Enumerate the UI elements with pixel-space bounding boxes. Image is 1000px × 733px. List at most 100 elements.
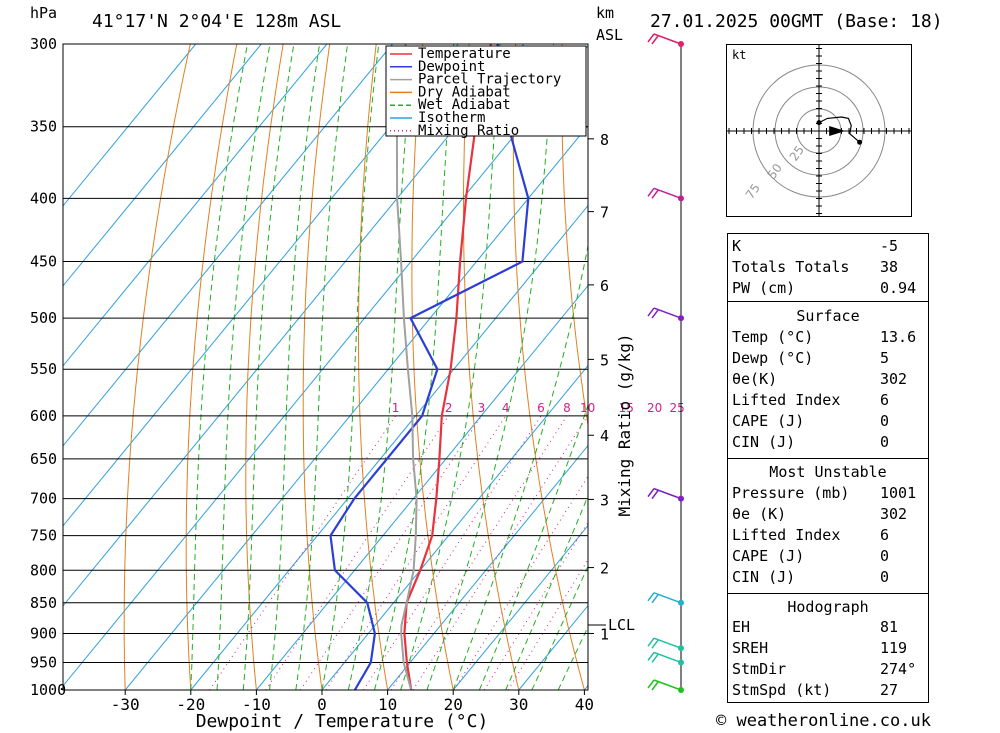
- mixing-ratio-label: 4: [502, 401, 510, 415]
- pressure-tick-label: 550: [30, 360, 57, 378]
- index-row-pw: PW (cm) 0.94: [728, 278, 928, 299]
- wind-barb: [647, 637, 682, 649]
- mu-row: CAPE (J) 0: [728, 546, 928, 567]
- mixing-ratio-label: 25: [669, 401, 684, 415]
- pressure-tick-label: 1000: [30, 681, 66, 699]
- wind-barb-column: [647, 33, 684, 693]
- mixing-ratio-line: [362, 415, 542, 690]
- index-value: 27: [880, 681, 899, 699]
- pressure-tick-label: 450: [30, 253, 57, 271]
- legend-label: Wet Adiabat: [418, 97, 511, 113]
- mu-row: Pressure (mb) 1001: [728, 483, 928, 504]
- mixing-ratio-axis-title: Mixing Ratio (g/kg): [615, 333, 634, 516]
- wet-adiabat-line: [452, 242, 588, 690]
- hodo-row: SREH 119: [728, 638, 928, 659]
- index-label: EH: [732, 618, 751, 636]
- index-value: 38: [880, 258, 899, 276]
- index-label: K: [732, 237, 742, 255]
- index-value: 0: [880, 433, 890, 451]
- hodo-trace: [818, 116, 860, 143]
- hodo-ring-label: 75: [743, 181, 763, 202]
- index-label: CIN (J): [732, 433, 796, 451]
- surface-title: Surface: [796, 307, 860, 325]
- legend-label: Mixing Ratio: [418, 123, 519, 139]
- x-tick-label: 0: [317, 695, 327, 714]
- hodo-row: StmSpd (kt) 27: [728, 680, 928, 701]
- dry-adiabat-line: [934, 44, 1000, 690]
- wet-adiabat-line: [374, 44, 455, 690]
- hodo-end-dot: [857, 139, 863, 145]
- x-tick-label: -20: [176, 695, 205, 714]
- mixing-ratio-label: 3: [478, 401, 486, 415]
- pressure-tick-label: 300: [30, 35, 57, 53]
- height-km-label: 7: [600, 204, 609, 222]
- wet-adiabat-line: [269, 44, 321, 690]
- copyright-link[interactable]: © weatheronline.co.uk: [716, 711, 931, 731]
- x-tick-label: 20: [444, 695, 463, 714]
- most-unstable-title: Most Unstable: [769, 463, 887, 481]
- isotherm-line: [452, 524, 588, 690]
- mixing-ratio-label: 8: [563, 401, 571, 415]
- lcl-label: LCL: [608, 616, 635, 634]
- index-label: CIN (J): [732, 568, 796, 586]
- wet-adiabat-line: [505, 494, 588, 690]
- mixing-ratio-label: 20: [647, 401, 662, 415]
- legend-label: Isotherm: [418, 110, 485, 126]
- mixing-ratio-label: 6: [537, 401, 545, 415]
- height-km-label: 6: [600, 277, 609, 295]
- index-value: 0: [880, 568, 890, 586]
- hodograph-unit: kt: [732, 48, 746, 62]
- index-label: Lifted Index: [732, 526, 841, 544]
- x-tick-label: 40: [575, 695, 594, 714]
- hodo-start-dot: [816, 120, 822, 126]
- index-box-surface: Surface Temp (°C) 13.6 Dewp (°C) 5 θe(K) 30…: [727, 301, 929, 460]
- index-value: 302: [880, 505, 908, 523]
- isotherm-line: [63, 44, 588, 687]
- pressure-tick-label: 600: [30, 407, 57, 425]
- isotherm-line: [63, 44, 525, 607]
- mixing-ratio-line: [453, 475, 588, 690]
- wind-barb: [647, 651, 682, 664]
- isotherm-line: [124, 124, 588, 690]
- index-value: 6: [880, 526, 890, 544]
- wind-barb: [647, 592, 682, 604]
- index-value: 274°: [880, 660, 917, 678]
- dry-adiabat-line: [512, 44, 585, 690]
- legend-label: Dry Adiabat: [418, 84, 511, 100]
- dry-adiabat-line: [245, 44, 284, 690]
- legend-label: Temperature: [418, 46, 511, 62]
- index-label: θe(K): [732, 370, 778, 388]
- x-tick-label: -30: [111, 695, 140, 714]
- index-value: 0: [880, 547, 890, 565]
- legend-label: Dewpoint: [418, 59, 485, 75]
- index-label: SREH: [732, 639, 769, 657]
- dry-adiabat-line: [302, 44, 331, 690]
- index-value: -5: [880, 237, 899, 255]
- index-box-general: K -5 Totals Totals 38 PW (cm) 0.94: [727, 233, 929, 303]
- index-label: CAPE (J): [732, 547, 805, 565]
- km-label: km: [596, 4, 615, 22]
- hodo-ring-label: 25: [787, 143, 807, 164]
- wet-adiabat-line: [216, 44, 271, 690]
- index-label: CAPE (J): [732, 412, 805, 430]
- wind-barb: [647, 487, 682, 500]
- x-tick-label: 30: [509, 695, 528, 714]
- pressure-tick-label: 750: [30, 527, 57, 545]
- height-km-label: 2: [600, 560, 609, 578]
- index-box-most-unstable: Most Unstable Pressure (mb) 1001 θe (K) 30…: [727, 458, 929, 595]
- x-tick-label: -10: [242, 695, 271, 714]
- index-value: 1001: [880, 484, 917, 502]
- surface-row: CIN (J) 0: [728, 432, 928, 453]
- index-label: Temp (°C): [732, 328, 814, 346]
- mixing-ratio-label: 1: [392, 401, 400, 415]
- mixing-ratio-label: 15: [619, 401, 634, 415]
- hodo-row: EH 81: [728, 617, 928, 638]
- isotherm-line: [190, 204, 588, 690]
- index-label: StmSpd (kt): [732, 681, 832, 699]
- index-label: Pressure (mb): [732, 484, 850, 502]
- surface-row: CAPE (J) 0: [728, 411, 928, 432]
- surface-row: θe(K) 302: [728, 369, 928, 390]
- mixing-ratio-line: [265, 415, 450, 690]
- index-value: 5: [880, 349, 890, 367]
